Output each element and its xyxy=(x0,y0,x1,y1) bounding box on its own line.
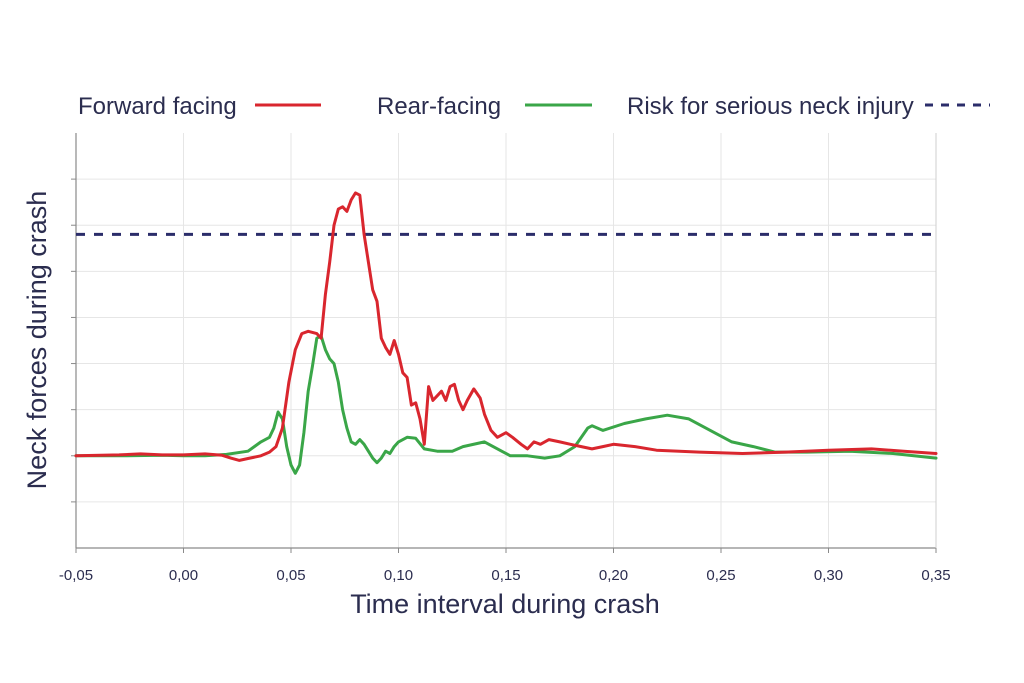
legend-item-forward: Forward facing xyxy=(78,93,321,120)
legend-label-risk: Risk for serious neck injury xyxy=(627,93,914,120)
x-tick-label: 0,35 xyxy=(921,567,950,584)
x-tick-label: -0,05 xyxy=(59,567,93,584)
axes xyxy=(71,133,937,553)
x-tick-label: 0,15 xyxy=(491,567,520,584)
series-layer xyxy=(74,191,938,475)
x-tick-label: 0,20 xyxy=(599,567,628,584)
x-tick-label: 0,30 xyxy=(814,567,843,584)
series-line-forward xyxy=(74,191,938,462)
x-tick-label: 0,25 xyxy=(706,567,735,584)
plot-area: -0,05 0,00 0,05 0,10 0,15 0,20 0,25 0,30 0,35 xyxy=(59,133,951,584)
legend-label-forward: Forward facing xyxy=(78,93,237,120)
x-tick-label: 0,10 xyxy=(384,567,413,584)
x-tick-label: 0,00 xyxy=(169,567,198,584)
legend-item-risk: Risk for serious neck injury xyxy=(627,93,990,120)
y-axis-title: Neck forces during crash xyxy=(22,191,52,490)
gridlines xyxy=(75,133,937,548)
x-tick-labels: -0,05 0,00 0,05 0,10 0,15 0,20 0,25 0,30 0,35 xyxy=(59,567,951,584)
legend-label-rear: Rear-facing xyxy=(377,93,501,120)
x-tick-label: 0,05 xyxy=(276,567,305,584)
legend: Forward facing Rear-facing Risk for seri… xyxy=(78,93,990,120)
x-axis-title: Time interval during crash xyxy=(350,589,660,619)
legend-item-rear: Rear-facing xyxy=(377,93,592,120)
